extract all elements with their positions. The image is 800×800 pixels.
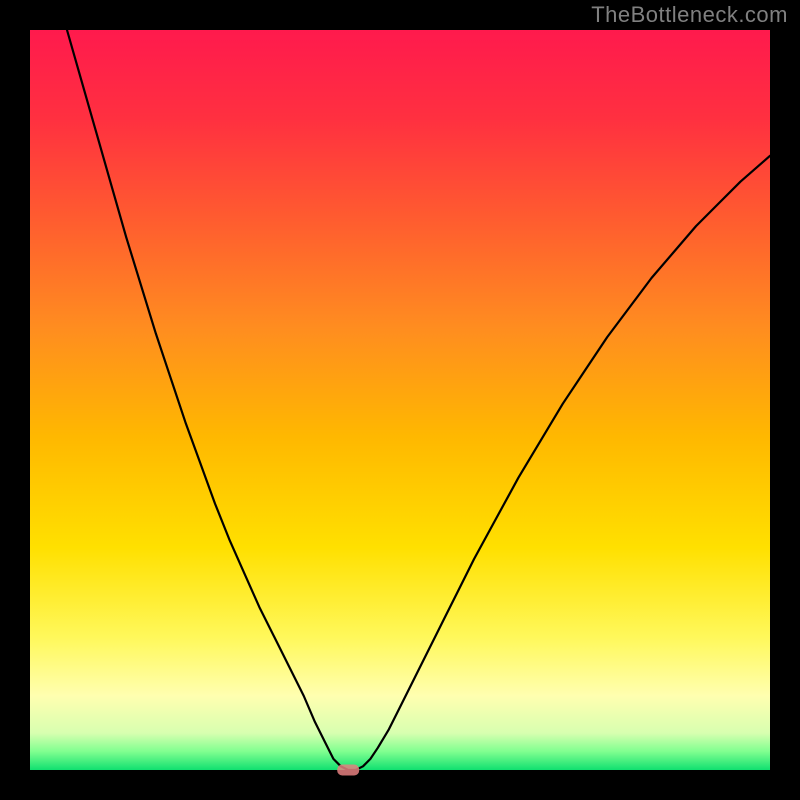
bottleneck-chart: [0, 0, 800, 800]
plot-background: [30, 30, 770, 770]
chart-container: TheBottleneck.com: [0, 0, 800, 800]
watermark-text: TheBottleneck.com: [591, 2, 788, 28]
min-marker: [337, 765, 359, 776]
